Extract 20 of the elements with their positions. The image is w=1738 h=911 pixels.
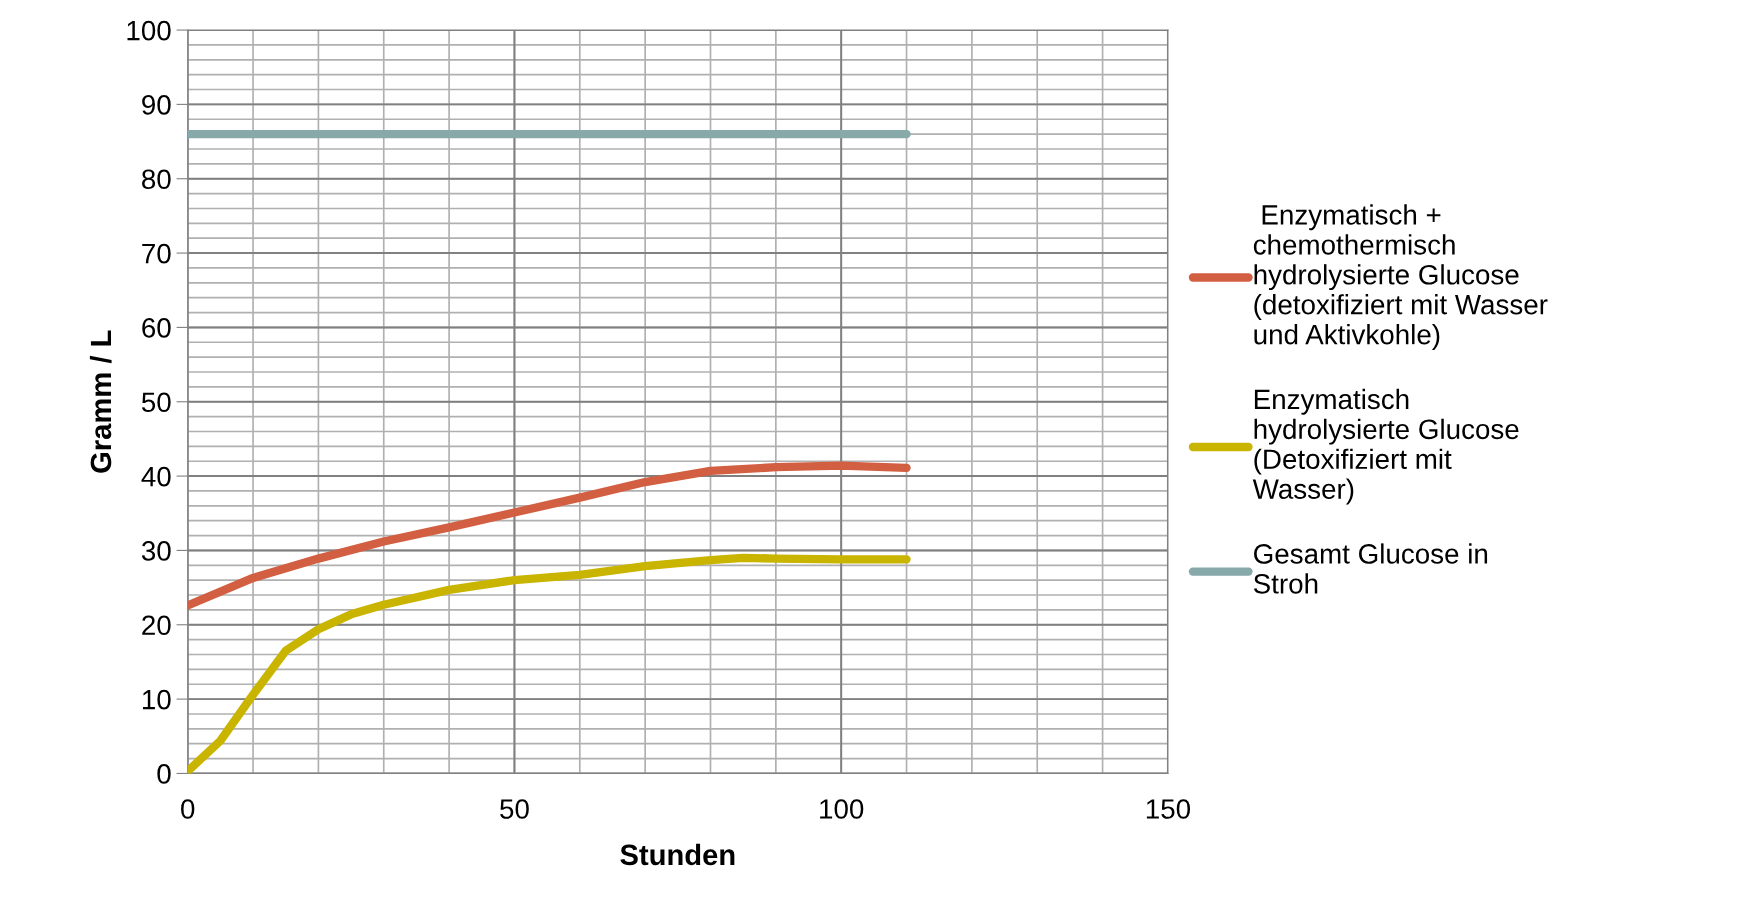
y-axis-title: Gramm / L — [89, 330, 112, 473]
y-tick-label: 60 — [142, 318, 171, 338]
y-tick-label: 20 — [142, 615, 171, 636]
y-tick-label: 50 — [141, 392, 171, 413]
legend-label: Enzymatisch + chemothermisch hydrolysierte Glucose (detoxifiziert mit Wasser und Aktivkohle) — [1253, 204, 1548, 350]
x-tick-label: 100 — [820, 799, 864, 819]
x-tick-label: 150 — [1146, 799, 1191, 819]
y-tick-label: 100 — [127, 20, 171, 41]
y-tick-label: 0 — [157, 764, 171, 784]
legend-label: Enzymatisch hydrolysierte Glucose (Detoxifiziert mit Wasser) — [1252, 388, 1519, 505]
y-tick-label: 40 — [141, 466, 171, 487]
y-tick-label: 70 — [142, 243, 171, 264]
y-tick-label: 10 — [142, 689, 171, 710]
legend-label: Gesamt Glucose in Stroh — [1253, 543, 1488, 594]
x-tick-label: 0 — [181, 799, 195, 819]
x-axis-title: Stunden — [620, 843, 735, 866]
y-tick-label: 30 — [141, 541, 171, 561]
x-tick-label: 50 — [500, 799, 529, 819]
y-tick-label: 80 — [142, 169, 171, 190]
y-tick-label: 90 — [142, 95, 171, 115]
